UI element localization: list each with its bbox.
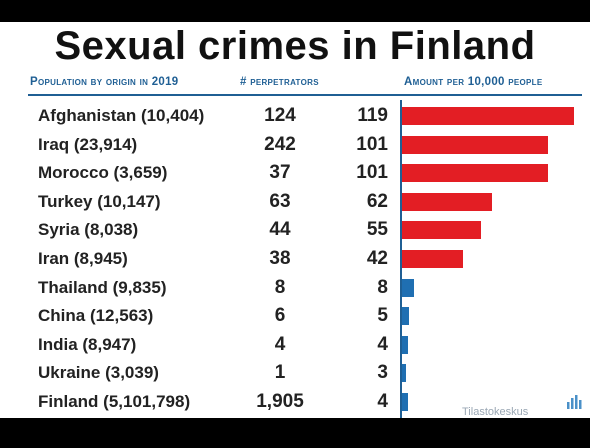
perpetrators-value: 1,905 (256, 391, 304, 412)
table-row: Thailand (9,835) 8 8 (0, 275, 590, 303)
category-label: China (12,563) (38, 306, 154, 326)
table-row: Iraq (23,914) 242 101 (0, 132, 590, 160)
table-row: Morocco (3,659) 37 101 (0, 160, 590, 188)
table-row: Afghanistan (10,404) 124 119 (0, 103, 590, 131)
chart-title: Sexual crimes in Finland (54, 24, 536, 68)
header-rule (28, 94, 582, 96)
table-row: Ukraine (3,039) 1 3 (0, 360, 590, 388)
bar (402, 164, 548, 183)
category-label: Afghanistan (10,404) (38, 106, 205, 125)
watermark-text: Tilastokeskus (462, 406, 529, 418)
bar (402, 221, 482, 240)
category-label: Ukraine (3,039) (38, 363, 159, 383)
bar (402, 107, 574, 125)
category-label: Finland (5,101,798) (38, 392, 191, 411)
amount-value: 55 (366, 219, 388, 241)
amount-value: 42 (366, 248, 388, 269)
category-label: Turkey (10,147) (38, 191, 161, 211)
bar (402, 307, 410, 326)
table-row: Iran (8,945) 38 42 (0, 246, 590, 274)
perpetrators-value: 38 (269, 248, 291, 269)
bar (402, 335, 408, 354)
table-row: Turkey (10,147) 63 62 (0, 189, 590, 217)
perpetrators-value: 63 (269, 190, 291, 212)
amount-value: 101 (356, 162, 388, 184)
bar-chart-logo-icon (567, 395, 582, 409)
bar (402, 278, 414, 297)
column-header-perpetrators: # perpetrators (240, 76, 319, 88)
amount-value: 8 (377, 276, 388, 298)
amount-value: 119 (357, 105, 388, 126)
perpetrators-value: 124 (264, 105, 296, 126)
category-label: Iraq (23,914) (38, 134, 138, 154)
amount-value: 62 (366, 190, 388, 212)
chart-card: Sexual crimes in Finland Population by o… (0, 22, 590, 418)
bar (402, 192, 492, 211)
perpetrators-value: 44 (269, 219, 291, 241)
category-label: Syria (8,038) (38, 220, 139, 240)
bar-axis (400, 100, 402, 418)
amount-value: 3 (377, 362, 388, 384)
column-header-population: Population by origin in 2019 (30, 76, 179, 88)
perpetrators-value: 6 (274, 305, 286, 327)
bar (402, 393, 408, 411)
table-row: Syria (8,038) 44 55 (0, 217, 590, 245)
perpetrators-value: 242 (264, 133, 296, 155)
category-label: Iran (8,945) (38, 249, 128, 268)
column-header-amount: Amount per 10,000 people (404, 76, 543, 88)
category-label: India (8,947) (38, 334, 137, 354)
amount-value: 5 (377, 305, 388, 327)
amount-value: 4 (377, 391, 388, 412)
bar (402, 250, 463, 268)
category-label: Thailand (9,835) (38, 277, 167, 297)
perpetrators-value: 37 (269, 162, 291, 184)
perpetrators-value: 8 (274, 276, 286, 298)
amount-value: 101 (356, 133, 388, 155)
bar (402, 364, 407, 383)
category-label: Morocco (3,659) (38, 163, 168, 183)
bar (402, 135, 548, 154)
perpetrators-value: 4 (274, 333, 286, 355)
table-row: Finland (5,101,798) 1,905 4 (0, 389, 590, 417)
amount-value: 4 (377, 333, 388, 355)
table-row: India (8,947) 4 4 (0, 332, 590, 360)
table-row: China (12,563) 6 5 (0, 303, 590, 331)
perpetrators-value: 1 (274, 362, 286, 384)
